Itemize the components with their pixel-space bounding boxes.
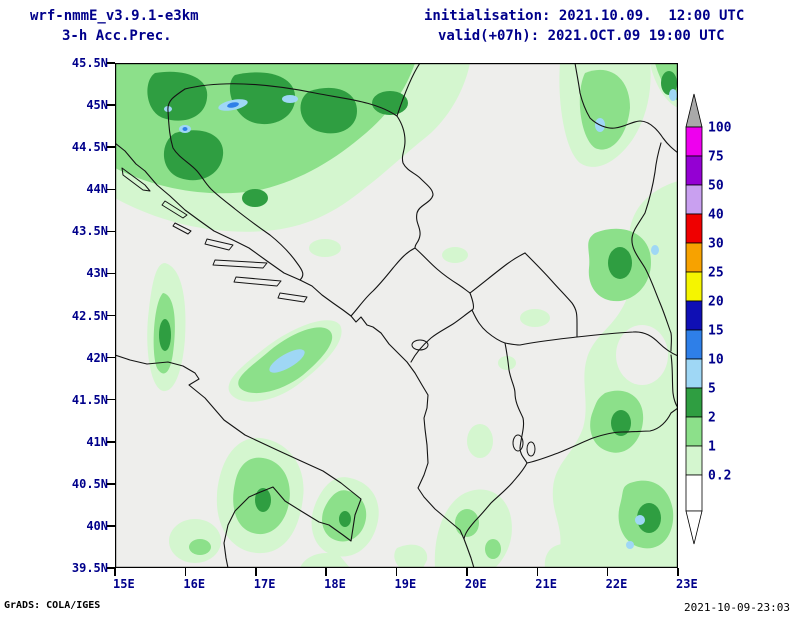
lakes xyxy=(411,339,536,457)
valid-time: valid(+07h): 2021.OCT.09 19:00 UTC xyxy=(438,28,725,44)
map-plot-area xyxy=(115,63,678,568)
legend-value-label: 75 xyxy=(708,150,724,165)
lon-tick-mark xyxy=(255,568,257,576)
legend-arrow-bottom xyxy=(685,510,703,545)
lat-tick-label: 44.5N xyxy=(71,140,108,155)
precipitation-map xyxy=(115,63,678,568)
legend-arrow-top xyxy=(685,93,703,128)
lat-tick-mark xyxy=(107,567,115,569)
legend-value-label: 25 xyxy=(708,266,724,281)
lat-tick-mark xyxy=(107,483,115,485)
precip-dark-areas xyxy=(147,71,677,533)
lon-tick-label: 16E xyxy=(183,577,206,591)
legend-colorbar: 100 75 50 40 30 25 20 15 10 5 2 1 0.2 xyxy=(685,93,732,545)
lat-tick-mark xyxy=(107,188,115,190)
legend-value-label: 50 xyxy=(708,179,724,194)
precip-blue-areas xyxy=(182,102,239,131)
legend-value-label: 10 xyxy=(708,353,724,368)
lon-tick-label: 19E xyxy=(394,577,417,591)
legend-value-label: 15 xyxy=(708,324,724,339)
lake-scutari-outline xyxy=(411,339,429,351)
legend-band-25-30 xyxy=(685,242,703,273)
legend-band-30-40 xyxy=(685,213,703,244)
legend-band-10-15 xyxy=(685,329,703,360)
lat-tick-mark xyxy=(107,272,115,275)
lat-tick-mark xyxy=(107,230,115,233)
model-name: wrf-nmmE_v3.9.1-e3km xyxy=(30,8,199,24)
legend-value-label: 5 xyxy=(708,382,716,397)
lon-tick-label: 23E xyxy=(676,577,698,591)
lon-tick-mark xyxy=(325,568,327,576)
lat-tick-label: 45N xyxy=(86,98,108,113)
coastlines xyxy=(115,142,475,568)
adriatic-east-coastline xyxy=(115,142,475,568)
lon-tick-mark xyxy=(395,568,398,576)
legend-band-0.2-1 xyxy=(685,445,703,476)
legend-value-label: 40 xyxy=(708,208,724,223)
lat-tick-mark xyxy=(107,104,115,106)
lon-tick-label: 17E xyxy=(253,577,276,591)
lon-tick-label: 18E xyxy=(324,577,346,591)
lake-prespa-outline xyxy=(526,441,536,457)
lat-tick-label: 42.5N xyxy=(71,308,108,323)
country-borders xyxy=(167,63,678,540)
legend-value-label: 0.2 xyxy=(708,469,731,484)
lon-tick-label: 22E xyxy=(605,577,628,591)
lon-tick-mark xyxy=(677,568,679,576)
lat-tick-mark xyxy=(107,398,115,401)
lon-tick-mark xyxy=(466,568,468,576)
lake-ohrid-outline xyxy=(512,434,524,452)
lat-tick-mark xyxy=(107,62,115,64)
lon-tick-mark xyxy=(606,568,609,576)
legend-value-label: 1 xyxy=(708,440,716,455)
lat-tick-label: 44N xyxy=(86,182,108,197)
lat-tick-label: 40.5N xyxy=(71,476,108,491)
legend-value-label: 20 xyxy=(708,295,724,310)
legend-band-below-0.2 xyxy=(685,474,703,512)
legend-value-label: 100 xyxy=(708,121,732,136)
legend-band-40-50 xyxy=(685,184,703,215)
lon-tick-mark xyxy=(184,568,187,576)
lat-tick-label: 41N xyxy=(86,434,108,449)
legend-band-1-2 xyxy=(685,416,703,447)
legend-band-20-25 xyxy=(685,271,703,302)
italy-coastline xyxy=(115,354,362,568)
lon-tick-label: 15E xyxy=(113,577,135,591)
grads-credit: GrADS: COLA/IGES xyxy=(4,600,101,611)
product-name: 3-h Acc.Prec. xyxy=(62,28,172,44)
legend-band-15-20 xyxy=(685,300,703,331)
legend-band-5-10 xyxy=(685,358,703,389)
lat-tick-mark xyxy=(107,146,115,148)
legend-band-50-75 xyxy=(685,155,703,186)
lat-tick-label: 43N xyxy=(86,266,108,281)
lat-tick-mark xyxy=(107,441,115,443)
lat-tick-label: 41.5N xyxy=(71,392,108,407)
lon-tick-mark xyxy=(536,568,538,576)
initialisation-time: initialisation: 2021.10.09. 12:00 UTC xyxy=(424,8,745,24)
lon-tick-label: 20E xyxy=(464,577,487,591)
lat-tick-label: 39.5N xyxy=(71,561,108,575)
lat-tick-label: 42N xyxy=(86,350,108,365)
lat-tick-mark xyxy=(107,314,115,317)
legend-band-2-5 xyxy=(685,387,703,418)
legend-value-label: 30 xyxy=(708,237,724,252)
creation-timestamp: 2021-10-09-23:03 xyxy=(684,601,790,614)
lat-tick-mark xyxy=(107,356,115,359)
legend-band-75-100 xyxy=(685,126,703,157)
islands xyxy=(121,167,308,303)
lat-tick-mark xyxy=(107,525,115,527)
lon-tick-label: 21E xyxy=(535,577,557,591)
dry-notch xyxy=(616,325,668,385)
lat-tick-label: 45.5N xyxy=(71,56,108,70)
legend-value-label: 2 xyxy=(708,411,716,426)
map-frame xyxy=(115,63,678,568)
lat-tick-label: 43.5N xyxy=(71,224,108,239)
lon-tick-mark xyxy=(114,568,116,576)
lat-tick-label: 40N xyxy=(86,518,108,533)
